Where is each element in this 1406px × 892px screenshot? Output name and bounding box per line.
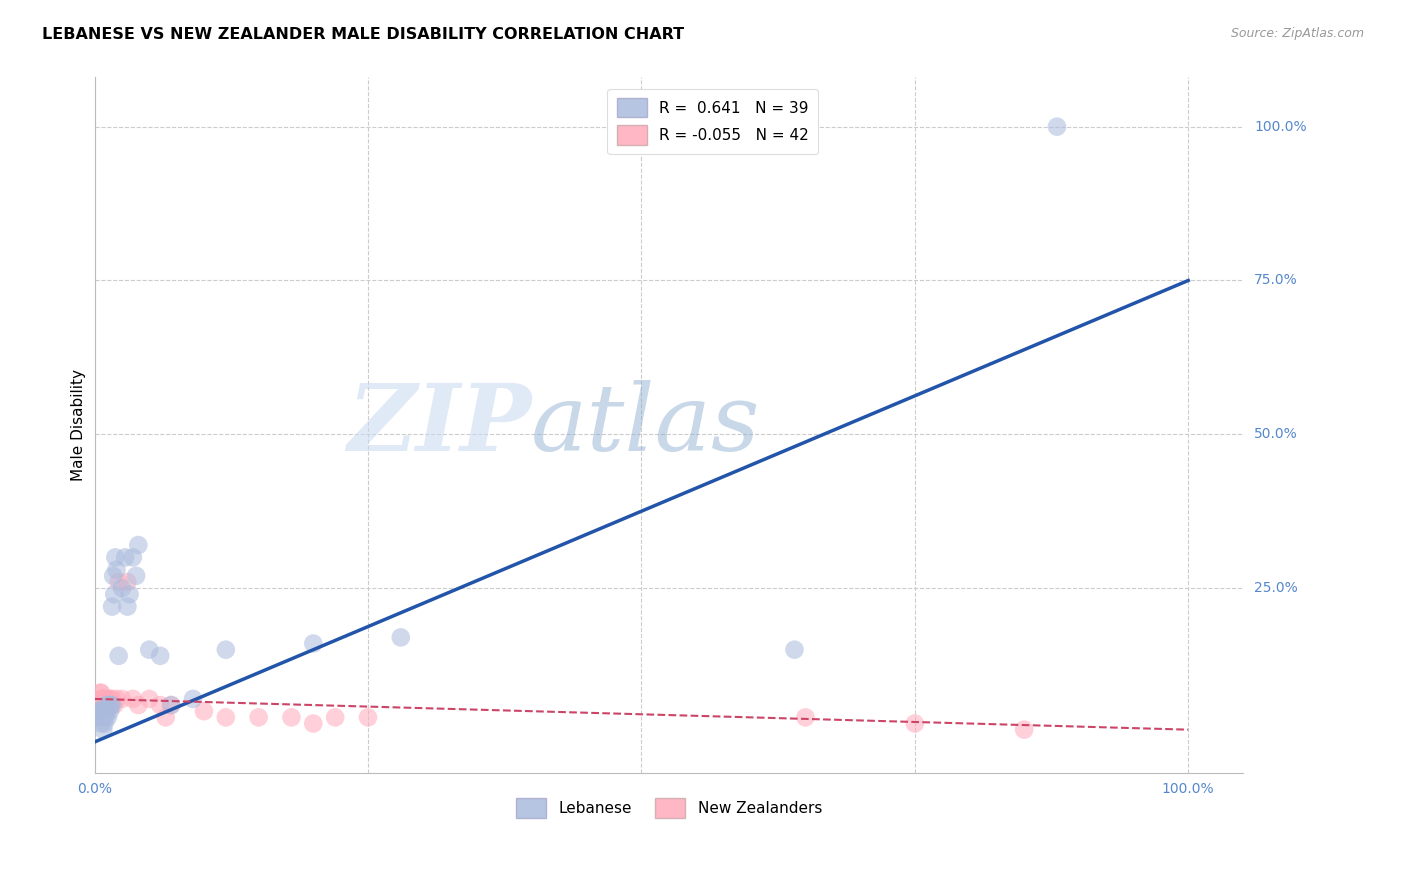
Lebanese — [302, 636, 325, 650]
New Zealanders — [101, 692, 124, 706]
Lebanese — [138, 642, 160, 657]
Lebanese — [160, 698, 183, 712]
Legend: Lebanese, New Zealanders: Lebanese, New Zealanders — [509, 792, 828, 824]
New Zealanders — [94, 704, 117, 718]
New Zealanders — [215, 710, 238, 724]
New Zealanders — [93, 704, 115, 718]
New Zealanders — [155, 710, 177, 724]
New Zealanders — [93, 698, 115, 712]
Text: ZIP: ZIP — [347, 380, 531, 470]
Text: 100.0%: 100.0% — [1254, 120, 1306, 134]
Lebanese — [118, 587, 141, 601]
Lebanese — [90, 716, 112, 731]
Lebanese — [98, 704, 121, 718]
New Zealanders — [94, 692, 117, 706]
Lebanese — [87, 710, 110, 724]
New Zealanders — [90, 686, 112, 700]
Text: 100.0%: 100.0% — [1161, 782, 1215, 796]
Text: 50.0%: 50.0% — [1254, 427, 1298, 442]
New Zealanders — [193, 704, 215, 718]
Y-axis label: Male Disability: Male Disability — [72, 369, 86, 481]
Lebanese — [107, 648, 129, 663]
New Zealanders — [84, 698, 107, 712]
Lebanese — [114, 550, 136, 565]
Text: 75.0%: 75.0% — [1254, 274, 1298, 287]
New Zealanders — [91, 698, 114, 712]
New Zealanders — [98, 692, 121, 706]
Lebanese — [103, 587, 125, 601]
Lebanese — [121, 550, 143, 565]
Lebanese — [101, 698, 124, 712]
New Zealanders — [904, 716, 927, 731]
New Zealanders — [97, 698, 120, 712]
New Zealanders — [247, 710, 270, 724]
New Zealanders — [90, 692, 112, 706]
Lebanese — [1046, 120, 1069, 134]
New Zealanders — [794, 710, 817, 724]
New Zealanders — [107, 574, 129, 589]
Text: Source: ZipAtlas.com: Source: ZipAtlas.com — [1230, 27, 1364, 40]
Lebanese — [101, 569, 124, 583]
New Zealanders — [87, 698, 110, 712]
Lebanese — [100, 698, 122, 712]
New Zealanders — [117, 574, 139, 589]
Lebanese — [104, 550, 127, 565]
New Zealanders — [87, 698, 110, 712]
New Zealanders — [89, 698, 111, 712]
Lebanese — [97, 698, 120, 712]
Lebanese — [127, 538, 149, 552]
New Zealanders — [91, 692, 114, 706]
Text: 25.0%: 25.0% — [1254, 582, 1298, 595]
Lebanese — [783, 642, 806, 657]
New Zealanders — [1012, 723, 1035, 737]
Lebanese — [105, 563, 128, 577]
New Zealanders — [100, 698, 122, 712]
New Zealanders — [96, 692, 118, 706]
Lebanese — [101, 599, 124, 614]
New Zealanders — [111, 692, 134, 706]
New Zealanders — [127, 698, 149, 712]
New Zealanders — [89, 686, 111, 700]
Lebanese — [93, 704, 115, 718]
Lebanese — [93, 716, 115, 731]
Lebanese — [91, 723, 114, 737]
New Zealanders — [138, 692, 160, 706]
Lebanese — [97, 710, 120, 724]
Lebanese — [111, 581, 134, 595]
Text: LEBANESE VS NEW ZEALANDER MALE DISABILITY CORRELATION CHART: LEBANESE VS NEW ZEALANDER MALE DISABILIT… — [42, 27, 685, 42]
Text: atlas: atlas — [531, 380, 761, 470]
Lebanese — [91, 710, 114, 724]
New Zealanders — [121, 692, 143, 706]
New Zealanders — [105, 692, 128, 706]
Lebanese — [149, 648, 172, 663]
New Zealanders — [86, 704, 108, 718]
New Zealanders — [149, 698, 172, 712]
Lebanese — [89, 704, 111, 718]
Lebanese — [215, 642, 238, 657]
New Zealanders — [357, 710, 380, 724]
Text: 0.0%: 0.0% — [77, 782, 112, 796]
New Zealanders — [91, 692, 114, 706]
New Zealanders — [103, 698, 125, 712]
Lebanese — [117, 599, 139, 614]
New Zealanders — [160, 698, 183, 712]
Lebanese — [96, 704, 118, 718]
Lebanese — [125, 569, 148, 583]
Lebanese — [87, 704, 110, 718]
Lebanese — [94, 710, 117, 724]
New Zealanders — [280, 710, 302, 724]
New Zealanders — [323, 710, 346, 724]
Lebanese — [94, 698, 117, 712]
New Zealanders — [97, 692, 120, 706]
New Zealanders — [302, 716, 325, 731]
Lebanese — [181, 692, 204, 706]
Lebanese — [389, 631, 412, 645]
Lebanese — [91, 704, 114, 718]
